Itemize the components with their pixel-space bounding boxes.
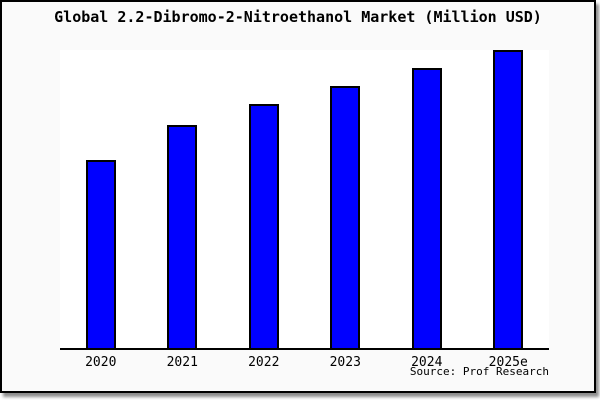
bar-2024 (411, 67, 442, 348)
plot-area (60, 50, 549, 350)
x-tick-label-2021: 2021 (166, 355, 198, 370)
chart-title: Global 2.2-Dibromo-2-Nitroethanol Market… (54, 8, 542, 26)
bar-2023 (330, 85, 361, 348)
bar-2025e (493, 50, 524, 348)
x-axis-labels: 2020 2021 2022 2023 2024 2025e (60, 355, 549, 370)
bar-slot-2024 (386, 50, 468, 348)
source-label: Source: Prof Research (409, 365, 549, 378)
x-tick-label-2022: 2022 (248, 355, 280, 370)
bar-2022 (248, 103, 279, 348)
bar-slot-2025e (468, 50, 550, 348)
x-tick-label-2023: 2023 (329, 355, 361, 370)
x-tick-label-2020: 2020 (85, 355, 117, 370)
bar-2021 (167, 124, 198, 348)
bar-series (60, 50, 549, 348)
bar-slot-2021 (142, 50, 224, 348)
x-tick-label-2024: 2024 (411, 355, 443, 370)
bar-slot-2020 (60, 50, 142, 348)
bar-slot-2023 (305, 50, 387, 348)
bar-slot-2022 (223, 50, 305, 348)
bar-2020 (85, 160, 116, 348)
chart-frame: Global 2.2-Dibromo-2-Nitroethanol Market… (0, 0, 596, 393)
x-tick-label-2025e: 2025e (488, 355, 528, 370)
